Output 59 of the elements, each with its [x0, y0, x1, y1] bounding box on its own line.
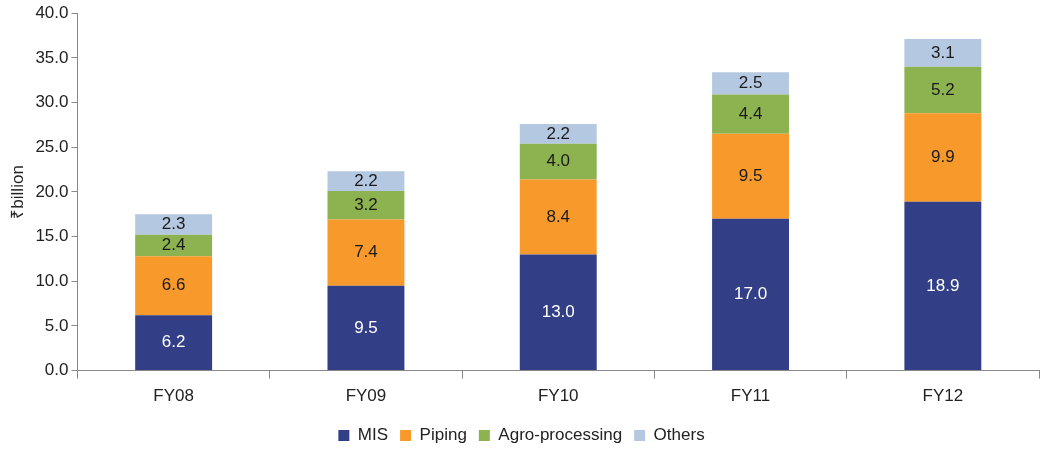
bar: [712, 94, 790, 134]
y-tick-label: 5.0: [44, 315, 69, 335]
bar: [519, 143, 597, 180]
bar: [135, 234, 213, 257]
bar: [712, 133, 790, 219]
legend-label: Others: [653, 425, 705, 445]
data-label: 8.4: [546, 206, 571, 226]
bar: [904, 66, 982, 114]
legend-label: MIS: [357, 425, 389, 445]
bar: [904, 39, 982, 67]
y-tick-label: 10.0: [35, 270, 69, 290]
bar: [327, 285, 405, 371]
data-label: 13.0: [541, 301, 575, 321]
bar: [519, 179, 597, 255]
data-label: 4.4: [738, 103, 763, 123]
y-axis-title: ₹billion: [7, 165, 27, 219]
y-tick-label: 15.0: [35, 226, 69, 246]
x-tick-label: FY11: [730, 386, 771, 406]
data-label: 5.2: [931, 79, 955, 99]
bar: [904, 201, 982, 371]
y-tick-label: 30.0: [35, 92, 69, 112]
bar: [327, 171, 405, 192]
data-label: 7.4: [354, 242, 378, 262]
y-tick-label: 20.0: [35, 181, 69, 201]
y-tick-label: 40.0: [35, 2, 69, 22]
x-tick-label: FY08: [153, 386, 194, 406]
legend-label: Agro-processing: [498, 425, 623, 445]
bar: [327, 191, 405, 220]
bar: [519, 123, 597, 144]
bar: [519, 254, 597, 371]
y-tick-label: 35.0: [35, 47, 69, 67]
bar: [135, 214, 213, 235]
data-label: 4.0: [546, 151, 571, 171]
data-label: 2.5: [738, 73, 763, 93]
data-label: 18.9: [926, 275, 960, 295]
data-label: 3.1: [931, 42, 955, 62]
bar: [327, 219, 405, 286]
y-tick-label: 25.0: [35, 136, 69, 156]
x-tick-label: FY12: [922, 386, 964, 406]
data-label: 2.2: [546, 123, 571, 143]
bar: [135, 256, 213, 316]
data-label: 9.5: [354, 317, 378, 337]
data-label: 3.2: [354, 194, 378, 214]
data-label: 6.6: [161, 275, 186, 295]
x-tick-label: FY10: [537, 386, 579, 406]
data-label: 6.2: [161, 332, 186, 352]
x-tick-label: FY09: [345, 386, 387, 406]
data-label: 2.2: [354, 170, 378, 190]
data-label: 9.5: [738, 165, 763, 185]
data-label: 2.3: [161, 214, 186, 234]
data-label: 17.0: [734, 284, 768, 304]
bar: [135, 315, 213, 371]
bar: [712, 218, 790, 371]
y-tick-label: 0.0: [44, 360, 69, 380]
data-label: 2.4: [161, 235, 186, 255]
bar: [904, 113, 982, 202]
legend-label: Piping: [419, 425, 467, 445]
bar: [712, 72, 790, 95]
data-label: 9.9: [931, 147, 955, 167]
